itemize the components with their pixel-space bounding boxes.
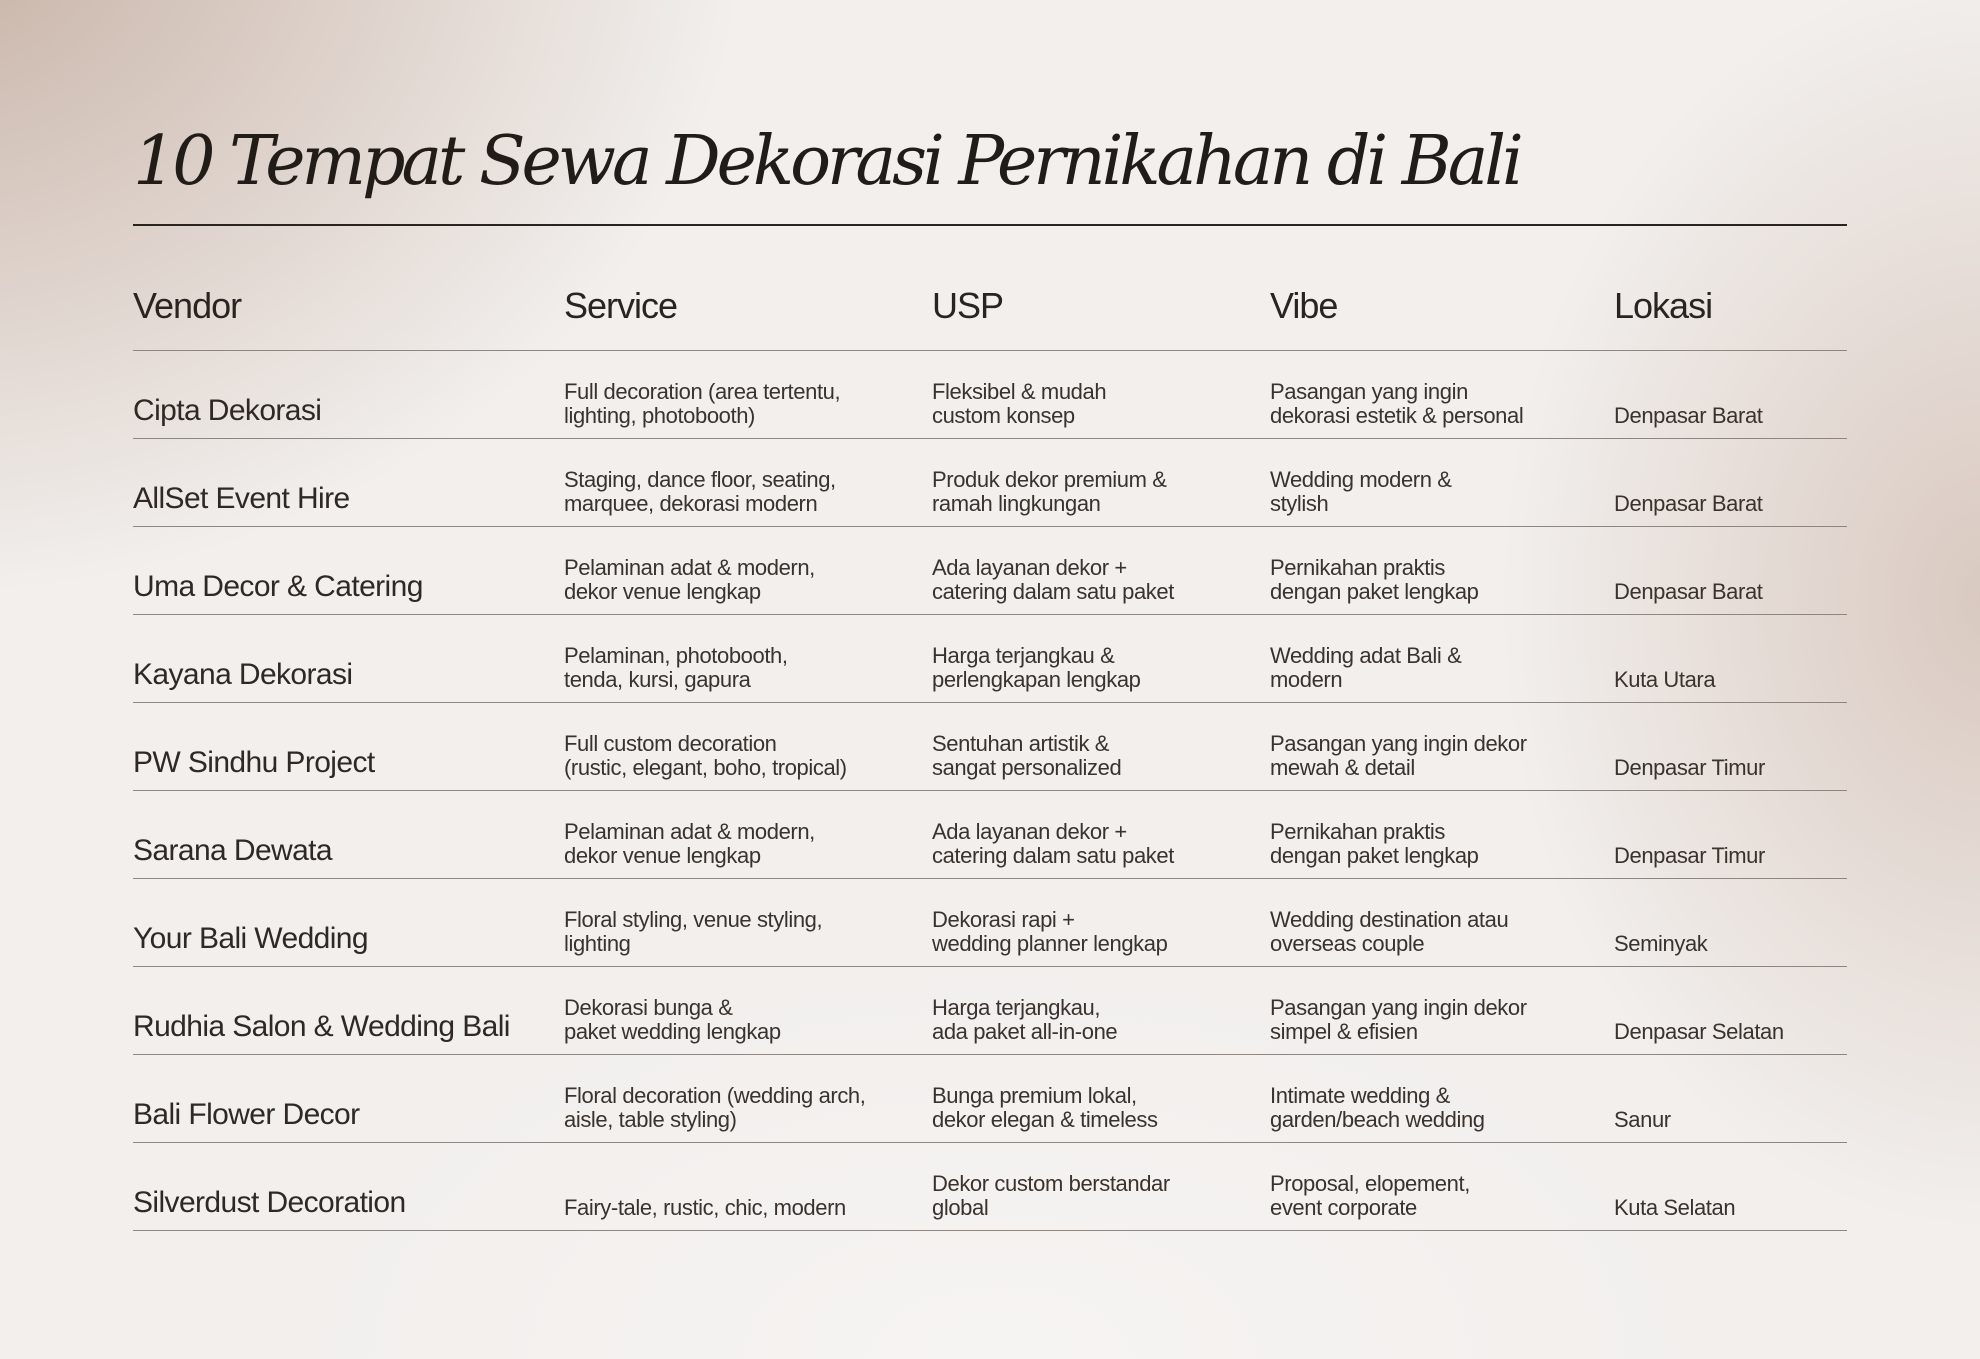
table-body: Cipta Dekorasi Full decoration (area tert…	[133, 351, 1847, 1231]
service-cell: Dekorasi bunga & paket wedding lengkap	[564, 995, 781, 1044]
table-row: Cipta Dekorasi Full decoration (area tert…	[133, 351, 1847, 439]
vendor-name: PW Sindhu Project	[133, 746, 375, 779]
lokasi-cell: Denpasar Barat	[1614, 403, 1763, 428]
usp-cell: Ada layanan dekor + catering dalam satu …	[932, 819, 1174, 868]
vendor-name: Cipta Dekorasi	[133, 394, 322, 427]
vibe-cell: Wedding modern & stylish	[1270, 467, 1452, 516]
column-header-usp: USP	[932, 285, 1004, 326]
table-row: Uma Decor & Catering Pelaminan adat & mod…	[133, 527, 1847, 615]
lokasi-cell: Kuta Selatan	[1614, 1195, 1736, 1220]
vendor-name: Your Bali Wedding	[133, 922, 369, 955]
table-row: Kayana Dekorasi Pelaminan, photobooth, te…	[133, 615, 1847, 703]
service-cell: Floral styling, venue styling, lighting	[564, 907, 823, 956]
service-cell: Floral decoration (wedding arch, aisle, …	[564, 1083, 866, 1132]
usp-cell: Harga terjangkau, ada paket all-in-one	[932, 995, 1118, 1044]
lokasi-cell: Kuta Utara	[1614, 667, 1716, 692]
lokasi-cell: Denpasar Barat	[1614, 579, 1763, 604]
usp-cell: Dekor custom berstandar global	[932, 1171, 1170, 1220]
vendor-name: Rudhia Salon & Wedding Bali	[133, 1010, 510, 1043]
service-cell: Pelaminan adat & modern, dekor venue len…	[564, 555, 815, 604]
service-cell: Full decoration (area tertentu, lighting…	[564, 379, 841, 428]
table-row: Rudhia Salon & Wedding Bali Dekorasi bung…	[133, 967, 1847, 1055]
vibe-cell: Pasangan yang ingin dekorasi estetik & p…	[1270, 379, 1524, 428]
table-row: AllSet Event Hire Staging, dance floor, s…	[133, 439, 1847, 527]
usp-cell: Ada layanan dekor + catering dalam satu …	[932, 555, 1174, 604]
table-row: Bali Flower Decor Floral decoration (wedd…	[133, 1055, 1847, 1143]
lokasi-cell: Denpasar Timur	[1614, 843, 1765, 868]
vendor-name: Silverdust Decoration	[133, 1186, 406, 1219]
column-header-vendor: Vendor	[133, 285, 242, 326]
lokasi-cell: Denpasar Barat	[1614, 491, 1763, 516]
page-title: 10 Tempat Sewa Dekorasi Pernikahan di Ba…	[133, 122, 1524, 201]
vibe-cell: Pernikahan praktis dengan paket lengkap	[1270, 555, 1479, 604]
vibe-cell: Proposal, elopement, event corporate	[1270, 1171, 1470, 1220]
usp-cell: Dekorasi rapi + wedding planner lengkap	[932, 907, 1168, 956]
vibe-cell: Wedding destination atau overseas couple	[1270, 907, 1509, 956]
vibe-cell: Wedding adat Bali & modern	[1270, 643, 1462, 692]
service-cell: Staging, dance floor, seating, marquee, …	[564, 467, 836, 516]
vendor-name: AllSet Event Hire	[133, 482, 350, 515]
lokasi-cell: Seminyak	[1614, 931, 1708, 956]
vibe-cell: Pasangan yang ingin dekor simpel & efisi…	[1270, 995, 1527, 1044]
vibe-cell: Pasangan yang ingin dekor mewah & detail	[1270, 731, 1527, 780]
vendor-name: Sarana Dewata	[133, 834, 333, 867]
column-header-service: Service	[564, 285, 678, 326]
vendor-table: Vendor Service USP Vibe Lokasi Cipta Dek…	[133, 262, 1847, 1231]
column-header-lokasi: Lokasi	[1614, 285, 1713, 326]
lokasi-cell: Denpasar Timur	[1614, 755, 1765, 780]
vendor-name: Kayana Dekorasi	[133, 658, 353, 691]
usp-cell: Bunga premium lokal, dekor elegan & time…	[932, 1083, 1158, 1132]
lokasi-cell: Denpasar Selatan	[1614, 1019, 1784, 1044]
lokasi-cell: Sanur	[1614, 1107, 1671, 1132]
title-divider	[133, 224, 1847, 226]
usp-cell: Sentuhan artistik & sangat personalized	[932, 731, 1122, 780]
service-cell: Pelaminan, photobooth, tenda, kursi, gap…	[564, 643, 788, 692]
vibe-cell: Pernikahan praktis dengan paket lengkap	[1270, 819, 1479, 868]
vendor-name: Bali Flower Decor	[133, 1098, 360, 1131]
table-row: Sarana Dewata Pelaminan adat & modern, de…	[133, 791, 1847, 879]
table-row: Silverdust Decoration Fairy-tale, rustic,…	[133, 1143, 1847, 1231]
vendor-name: Uma Decor & Catering	[133, 570, 423, 603]
usp-cell: Produk dekor premium & ramah lingkungan	[932, 467, 1167, 516]
table-header-row: Vendor Service USP Vibe Lokasi	[133, 262, 1847, 351]
service-cell: Fairy-tale, rustic, chic, modern	[564, 1195, 846, 1220]
table-row: Your Bali Wedding Floral styling, venue s…	[133, 879, 1847, 967]
service-cell: Full custom decoration (rustic, elegant,…	[564, 731, 847, 780]
usp-cell: Fleksibel & mudah custom konsep	[932, 379, 1107, 428]
service-cell: Pelaminan adat & modern, dekor venue len…	[564, 819, 815, 868]
column-header-vibe: Vibe	[1270, 285, 1338, 326]
vibe-cell: Intimate wedding & garden/beach wedding	[1270, 1083, 1485, 1132]
usp-cell: Harga terjangkau & perlengkapan lengkap	[932, 643, 1141, 692]
table-row: PW Sindhu Project Full custom decoration …	[133, 703, 1847, 791]
